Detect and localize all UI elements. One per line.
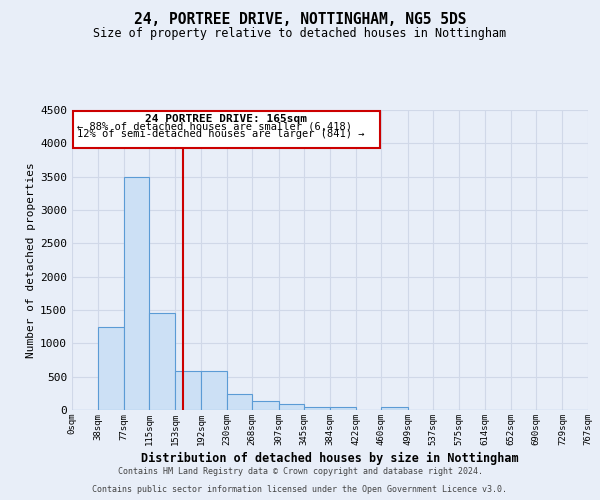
Bar xyxy=(304,406,331,410)
Bar xyxy=(149,314,175,410)
Bar xyxy=(382,406,408,410)
Bar xyxy=(98,326,124,410)
Text: 12% of semi-detached houses are larger (841) →: 12% of semi-detached houses are larger (… xyxy=(77,129,364,139)
Bar xyxy=(227,394,252,410)
Text: ← 88% of detached houses are smaller (6,418): ← 88% of detached houses are smaller (6,… xyxy=(77,122,352,132)
Text: 24, PORTREE DRIVE, NOTTINGHAM, NG5 5DS: 24, PORTREE DRIVE, NOTTINGHAM, NG5 5DS xyxy=(134,12,466,28)
Text: Contains HM Land Registry data © Crown copyright and database right 2024.: Contains HM Land Registry data © Crown c… xyxy=(118,467,482,476)
Bar xyxy=(278,404,304,410)
Text: Contains public sector information licensed under the Open Government Licence v3: Contains public sector information licen… xyxy=(92,485,508,494)
Bar xyxy=(175,372,201,410)
Bar xyxy=(252,402,278,410)
Y-axis label: Number of detached properties: Number of detached properties xyxy=(26,162,36,358)
Text: Size of property relative to detached houses in Nottingham: Size of property relative to detached ho… xyxy=(94,28,506,40)
X-axis label: Distribution of detached houses by size in Nottingham: Distribution of detached houses by size … xyxy=(141,452,519,465)
Bar xyxy=(331,406,356,410)
Bar xyxy=(201,372,227,410)
Text: 24 PORTREE DRIVE: 165sqm: 24 PORTREE DRIVE: 165sqm xyxy=(145,114,307,124)
FancyBboxPatch shape xyxy=(73,110,380,148)
Bar xyxy=(124,176,149,410)
